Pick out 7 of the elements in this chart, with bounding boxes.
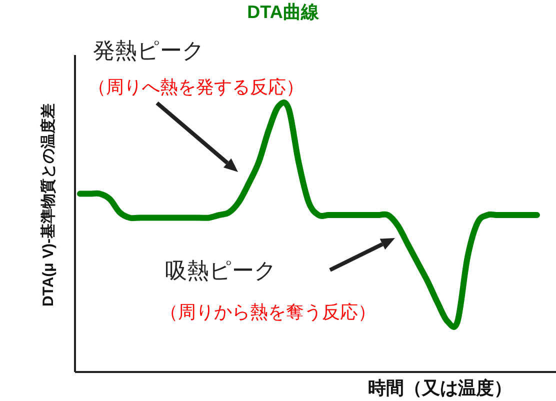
- text: （周りへ熱を発する反応）: [88, 77, 304, 97]
- chart-title: DTA曲線: [247, 2, 320, 22]
- text: 発熱ピーク: [93, 38, 205, 63]
- annotation: （周りから熱を奪う反応）: [160, 302, 376, 322]
- y-axis-title: DTA(μ V)-基準物質との温度差: [39, 103, 57, 307]
- annotation: 吸熱ピーク: [165, 258, 277, 283]
- x-axis-title: 時間（又は温度）: [368, 378, 512, 398]
